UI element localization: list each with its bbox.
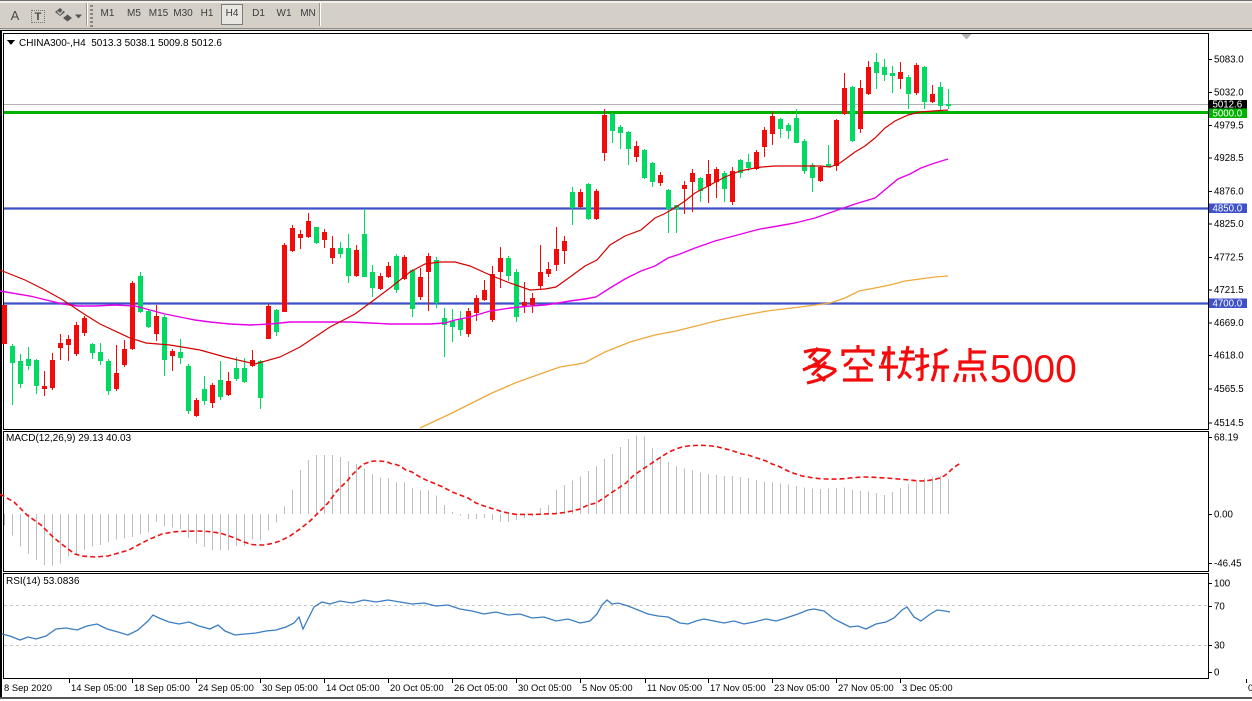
svg-text:-46.45: -46.45 [1214,559,1241,570]
svg-text:4565.5: 4565.5 [1214,384,1244,395]
svg-text:4669.0: 4669.0 [1214,318,1244,329]
svg-text:26 Oct 05:00: 26 Oct 05:00 [454,682,508,693]
svg-text:70: 70 [1214,602,1225,613]
svg-text:11 Nov 05:00: 11 Nov 05:00 [647,682,702,693]
svg-text:4514.5: 4514.5 [1214,418,1244,429]
svg-text:RSI(14) 53.0836: RSI(14) 53.0836 [6,576,80,587]
svg-text:17 Nov 05:00: 17 Nov 05:00 [710,682,766,693]
svg-text:24 Sep 05:00: 24 Sep 05:00 [198,682,254,693]
svg-text:8 Sep 2020: 8 Sep 2020 [4,682,52,693]
svg-text:30: 30 [1214,641,1225,652]
svg-text:4772.5: 4772.5 [1214,252,1244,263]
svg-text:5000.0: 5000.0 [1213,109,1243,120]
svg-text:30 Oct 05:00: 30 Oct 05:00 [518,682,572,693]
svg-text:0.00: 0.00 [1214,510,1233,521]
svg-text:0: 0 [1214,668,1220,679]
svg-text:5000: 5000 [990,348,1077,391]
svg-text:CHINA300-,H4 5013.3 5038.1 50: CHINA300-,H4 5013.3 5038.1 5009.8 5012.6 [19,38,222,49]
svg-text:23 Nov 05:00: 23 Nov 05:00 [774,682,830,693]
svg-text:4979.5: 4979.5 [1214,121,1244,132]
svg-text:5012.6: 5012.6 [1213,99,1243,110]
svg-text:14 Oct 05:00: 14 Oct 05:00 [326,682,380,693]
svg-text:27 Nov 05:00: 27 Nov 05:00 [838,682,894,693]
svg-text:4721.5: 4721.5 [1214,285,1244,296]
svg-text:5032.0: 5032.0 [1214,88,1244,99]
svg-text:5083.0: 5083.0 [1214,55,1244,66]
svg-text:18 Sep 05:00: 18 Sep 05:00 [134,682,190,693]
svg-text:20 Oct 05:00: 20 Oct 05:00 [390,682,444,693]
svg-text:3 Dec 05:00: 3 Dec 05:00 [902,682,953,693]
svg-text:4928.5: 4928.5 [1214,153,1244,164]
svg-text:4825.0: 4825.0 [1214,219,1244,230]
svg-text:0: 0 [1248,682,1252,693]
svg-text:4618.0: 4618.0 [1214,351,1244,362]
svg-text:5 Nov 05:00: 5 Nov 05:00 [582,682,633,693]
svg-text:14 Sep 05:00: 14 Sep 05:00 [71,682,127,693]
svg-text:4876.0: 4876.0 [1214,186,1244,197]
svg-text:4700.0: 4700.0 [1213,299,1243,310]
svg-text:4850.0: 4850.0 [1213,204,1243,215]
svg-text:68.19: 68.19 [1214,433,1238,444]
svg-text:30 Sep 05:00: 30 Sep 05:00 [262,682,318,693]
svg-text:MACD(12,26,9) 29.13 40.03: MACD(12,26,9) 29.13 40.03 [6,433,132,444]
svg-text:100: 100 [1214,579,1231,590]
